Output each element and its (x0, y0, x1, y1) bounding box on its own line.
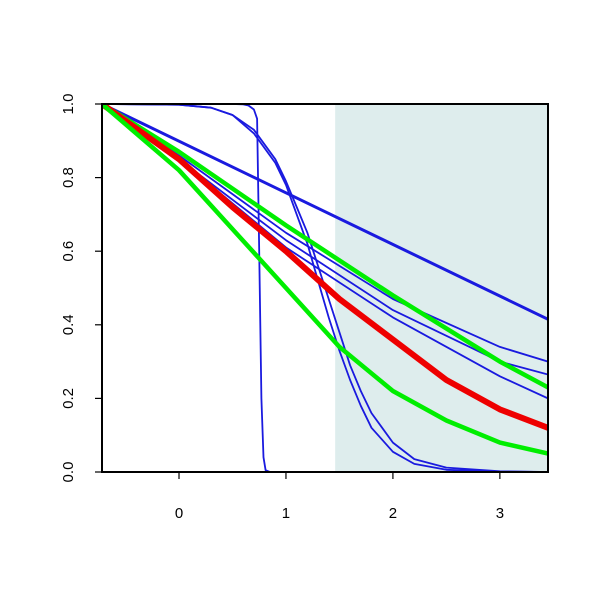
series-line-4 (102, 104, 548, 321)
y-tick-label: 0.2 (60, 388, 77, 409)
x-tick-label: 1 (282, 505, 290, 522)
x-tick-label: 0 (175, 505, 183, 522)
y-tick-label: 0.4 (60, 314, 77, 335)
y-tick-label: 0.0 (60, 462, 77, 483)
series-line-8 (102, 104, 548, 390)
x-tick-label: 2 (389, 505, 397, 522)
series-line-1 (102, 104, 548, 472)
axis-layer: 0 1 2 3 0.0 0.2 0.4 0.6 0.8 1.0 (60, 94, 504, 522)
y-tick-label: 0.8 (60, 167, 77, 188)
plot-frame (101, 103, 549, 473)
y-tick-label: 0.6 (60, 241, 77, 262)
series-layer (102, 104, 548, 472)
x-tick-label: 3 (496, 505, 504, 522)
series-line-9 (102, 104, 548, 431)
y-tick-label: 1.0 (60, 94, 77, 115)
series-line-10 (102, 104, 548, 456)
series-line-3 (102, 104, 548, 472)
